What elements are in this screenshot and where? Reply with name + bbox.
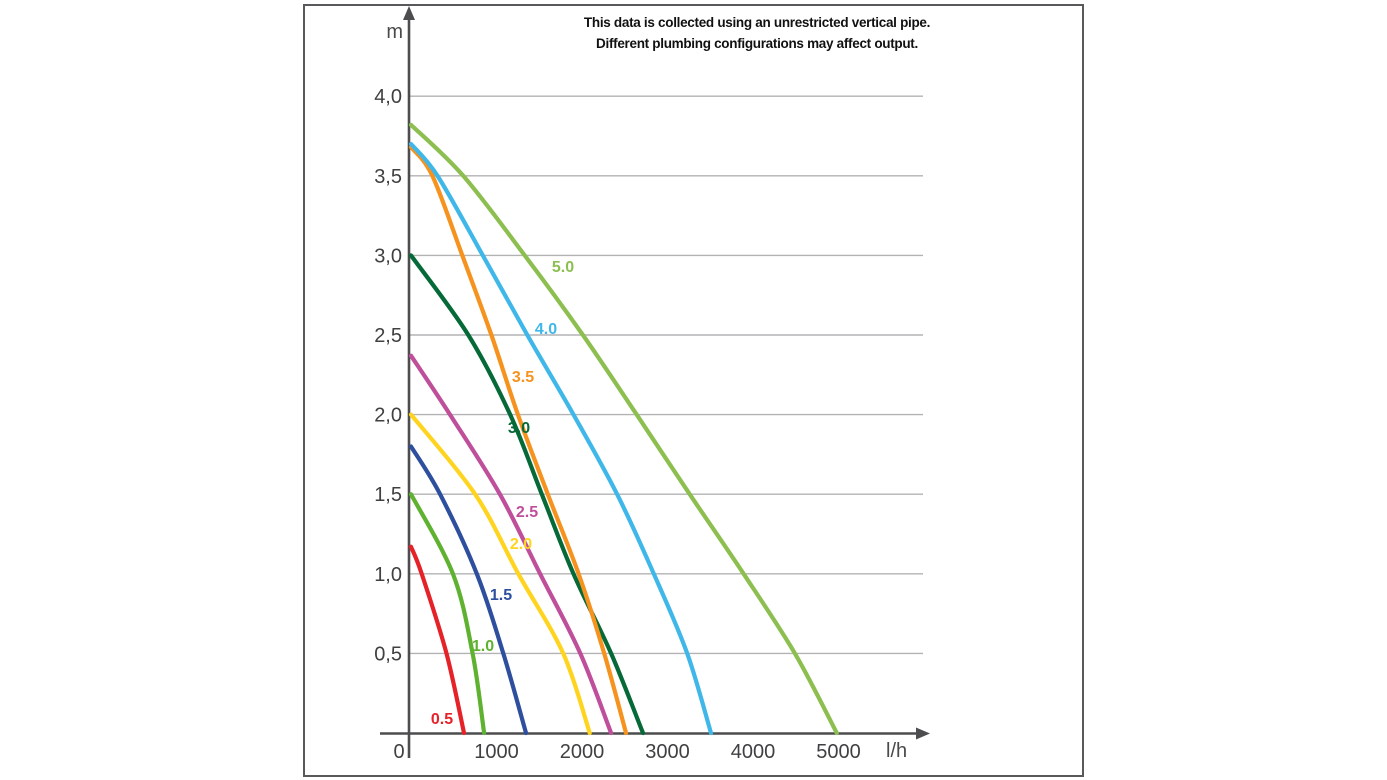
curve-4.0 <box>408 141 714 736</box>
x-tick-label-5000: 5000 <box>816 741 861 763</box>
curve-label-3.0: 3.0 <box>508 420 530 437</box>
chart-note-line1: This data is collected using an unrestri… <box>584 15 930 30</box>
curve-label-0.5: 0.5 <box>431 711 453 728</box>
curve-label-1.0: 1.0 <box>472 638 494 655</box>
y-axis-arrow <box>403 6 415 20</box>
x-axis-unit: l/h <box>886 740 907 762</box>
y-axis-unit: m <box>386 21 403 43</box>
y-tick-label-0,5: 0,5 <box>374 643 402 665</box>
chart-note-line2: Different plumbing configurations may af… <box>596 36 918 51</box>
x-tick-label-3000: 3000 <box>645 741 690 763</box>
x-tick-label-2000: 2000 <box>560 741 605 763</box>
curve-label-4.0: 4.0 <box>535 321 557 338</box>
y-tick-label-4,0: 4,0 <box>374 86 402 108</box>
y-tick-label-2,5: 2,5 <box>374 325 402 347</box>
curve-3.0 <box>408 253 646 736</box>
curve-5.0 <box>408 122 839 736</box>
curve-label-5.0: 5.0 <box>552 259 574 276</box>
y-tick-label-1,0: 1,0 <box>374 564 402 586</box>
curve-label-3.5: 3.5 <box>512 369 534 386</box>
x-tick-label-1000: 1000 <box>474 741 519 763</box>
y-tick-label-3,5: 3,5 <box>374 166 402 188</box>
curve-label-2.5: 2.5 <box>516 504 538 521</box>
chart-frame <box>303 4 1084 777</box>
x-axis-arrow <box>916 727 930 740</box>
curve-2.5 <box>408 353 614 736</box>
curve-label-1.5: 1.5 <box>490 587 512 604</box>
y-tick-label-2,0: 2,0 <box>374 405 402 427</box>
curve-2.0 <box>408 412 592 736</box>
y-tick-label-1,5: 1,5 <box>374 484 402 506</box>
curve-1.0 <box>408 492 487 736</box>
x-tick-label-4000: 4000 <box>731 741 776 763</box>
curve-3.5 <box>408 145 629 736</box>
y-tick-label-3,0: 3,0 <box>374 245 402 267</box>
x-tick-label-0: 0 <box>393 741 404 763</box>
curve-label-2.0: 2.0 <box>510 536 532 553</box>
curve-0.5 <box>408 544 467 736</box>
curve-1.5 <box>408 444 529 736</box>
plot-area: 4,0 3,5 3,0 2,5 2,0 1,5 1,0 0,5 0 1000 2000 3000 400… <box>374 6 930 763</box>
